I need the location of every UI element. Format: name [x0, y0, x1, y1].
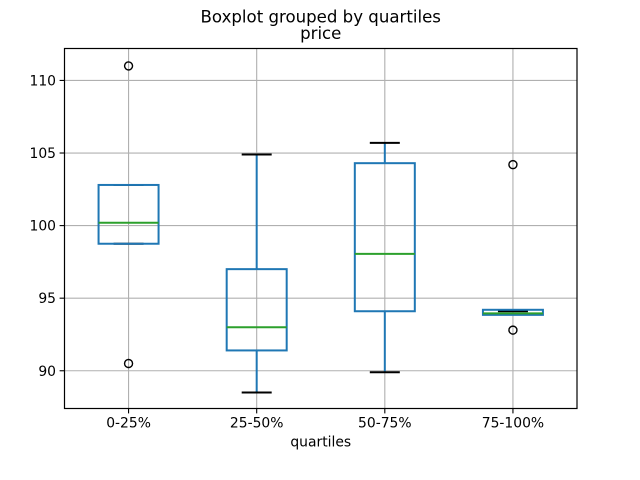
x-tick-label: 25-50%: [230, 416, 284, 432]
box: [353, 162, 416, 313]
x-tick-label: 75-100%: [482, 416, 544, 432]
x-axis-label: quartiles: [290, 435, 351, 451]
x-tick-label: 0-25%: [106, 416, 151, 432]
flier-point: [508, 325, 518, 335]
flier-point: [508, 159, 518, 170]
box: [97, 183, 160, 245]
y-tick-label: 90: [38, 364, 56, 380]
box: [481, 308, 544, 316]
chart-title: Boxplot grouped by quartiles: [201, 8, 441, 27]
chart-subtitle: price: [300, 24, 341, 43]
y-tick-label: 110: [29, 73, 56, 89]
box: [225, 268, 288, 352]
y-tick-label: 105: [29, 146, 56, 162]
flier-point: [123, 358, 134, 369]
y-tick-label: 100: [29, 219, 56, 235]
flier-point: [123, 61, 134, 71]
plot-area: 90 95 100 105 110 0-25% 25-50% 50-75% 75-100%: [29, 47, 578, 432]
y-tick-label: 95: [38, 291, 56, 307]
axes-frame: [63, 47, 578, 410]
x-tick-label: 50-75%: [358, 416, 412, 432]
